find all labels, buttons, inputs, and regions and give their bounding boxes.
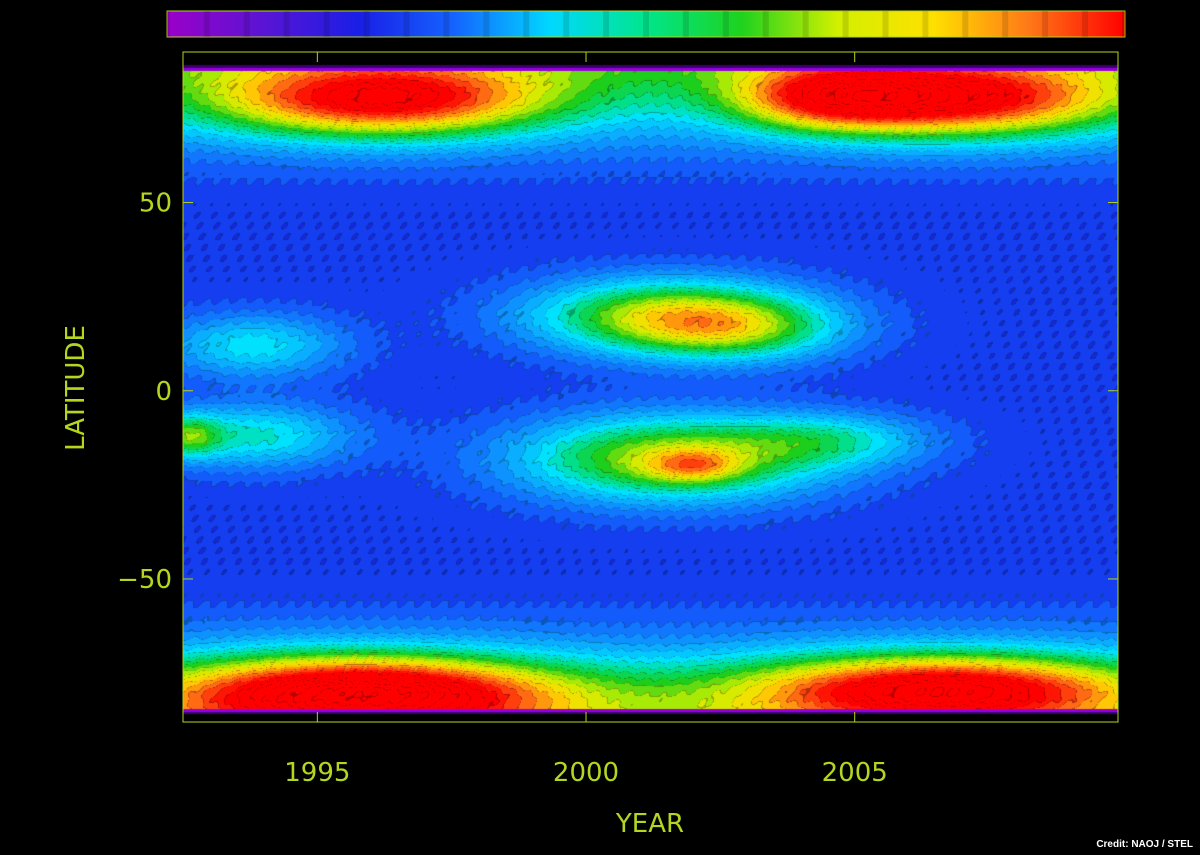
y-axis-title: LATITUDE — [61, 325, 91, 451]
y-tick-label: 50 — [139, 189, 172, 219]
x-tick-label: 2000 — [553, 758, 619, 788]
x-tick-label: 1995 — [284, 758, 350, 788]
x-axis: 1995 2000 2005 — [284, 52, 888, 788]
colorbar — [166, 10, 1126, 38]
y-tick-label: 0 — [155, 377, 172, 407]
x-axis-title: YEAR — [615, 809, 684, 839]
x-tick-label: 2005 — [822, 758, 888, 788]
plot-frame — [182, 51, 1119, 723]
colorbar-ticks — [164, 11, 1128, 37]
y-tick-label: −50 — [117, 565, 172, 595]
plot-area — [183, 52, 1118, 722]
y-axis: 50 0 −50 — [117, 189, 1118, 595]
credit-text: Credit: NAOJ / STEL — [1096, 839, 1193, 850]
